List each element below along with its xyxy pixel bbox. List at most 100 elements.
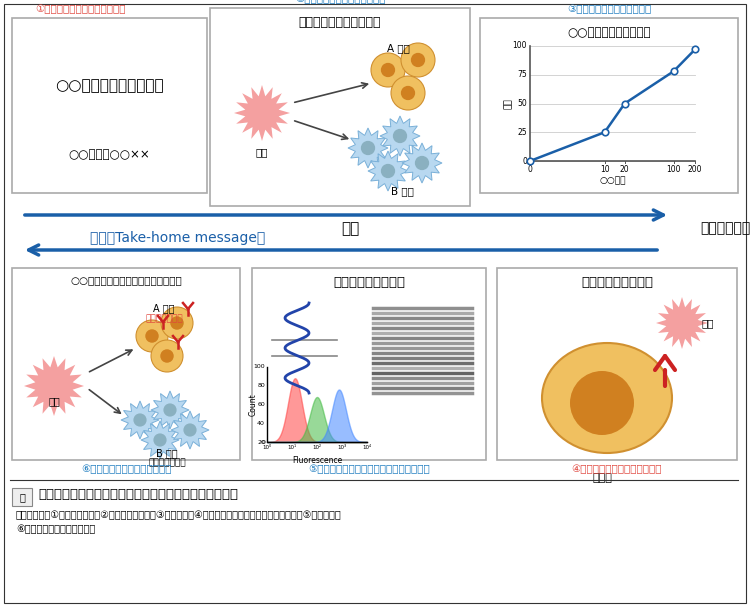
Text: 10: 10 (600, 165, 610, 174)
Text: 0: 0 (261, 439, 265, 444)
Text: ③データスライド（グラフ）: ③データスライド（グラフ） (567, 4, 651, 14)
Text: 100: 100 (254, 364, 265, 370)
Bar (12, 268, 240, 460)
Text: 10²: 10² (313, 445, 322, 450)
Text: 50: 50 (518, 99, 527, 108)
Bar (12, 488, 32, 506)
Text: 0: 0 (527, 165, 532, 174)
Polygon shape (151, 391, 189, 429)
Polygon shape (368, 151, 408, 191)
Point (598, 127, 610, 137)
Polygon shape (380, 116, 420, 156)
Text: 40: 40 (257, 421, 265, 426)
Text: 結合: 結合 (503, 98, 512, 109)
Point (619, 99, 631, 109)
Text: 60: 60 (257, 402, 265, 407)
Circle shape (134, 413, 146, 427)
Circle shape (401, 43, 435, 77)
Circle shape (411, 53, 425, 67)
Text: ○○大学　○○××: ○○大学 ○○×× (69, 148, 150, 161)
Polygon shape (141, 421, 179, 459)
Circle shape (160, 349, 174, 363)
Circle shape (381, 164, 395, 178)
Circle shape (184, 424, 196, 436)
Text: 25: 25 (518, 127, 527, 137)
Text: 要約（Take-home message）: 要約（Take-home message） (90, 231, 266, 245)
Point (524, 156, 536, 166)
Text: B 細胞: B 細胞 (391, 186, 413, 196)
Text: Count: Count (248, 393, 257, 416)
Circle shape (164, 404, 176, 416)
Bar (210, 8, 470, 206)
Text: 0: 0 (522, 157, 527, 166)
Bar (252, 268, 486, 460)
Text: 10¹: 10¹ (287, 445, 296, 450)
Text: 細胞の種類と毒素感受性: 細胞の種類と毒素感受性 (298, 16, 381, 29)
Circle shape (371, 53, 405, 87)
Polygon shape (656, 297, 708, 349)
Text: 受容体を同定した！: 受容体を同定した！ (333, 276, 405, 289)
Text: Ａ細胞: Ａ細胞 (592, 473, 612, 483)
Text: ②データスライド（イラスト）: ②データスライド（イラスト） (295, 0, 386, 4)
Ellipse shape (542, 343, 672, 453)
Text: 図: 図 (19, 492, 25, 502)
Text: 毒素: 毒素 (256, 147, 268, 157)
Text: ○○毒素とＡ細胞の結合: ○○毒素とＡ細胞の結合 (567, 26, 651, 39)
Text: 20: 20 (257, 439, 265, 444)
Circle shape (361, 141, 375, 155)
Bar (370, 303, 475, 403)
Text: ⑥結論，を聴者に伝えている: ⑥結論，を聴者に伝えている (16, 524, 95, 534)
Polygon shape (171, 411, 209, 449)
Text: 20: 20 (620, 165, 629, 174)
Circle shape (415, 156, 429, 170)
Polygon shape (24, 356, 84, 416)
Text: 毒素: 毒素 (48, 396, 60, 406)
Circle shape (146, 329, 159, 343)
Text: 200: 200 (688, 165, 702, 174)
Circle shape (570, 371, 634, 435)
Text: ⑤データスライド（グラフ・イラスト他）: ⑤データスライド（グラフ・イラスト他） (308, 464, 430, 474)
Text: ①つなぎスライド（タイトル）: ①つなぎスライド（タイトル） (35, 4, 125, 14)
Circle shape (393, 129, 407, 143)
Text: B 細胞: B 細胞 (156, 448, 178, 458)
Text: 10⁴: 10⁴ (362, 445, 371, 450)
Circle shape (151, 340, 183, 372)
Circle shape (136, 320, 168, 352)
Text: ○○毒素の受容体の同定: ○○毒素の受容体の同定 (56, 78, 164, 93)
Circle shape (161, 307, 193, 339)
Text: 100: 100 (512, 41, 527, 50)
Circle shape (400, 86, 416, 100)
Text: A 細胞: A 細胞 (153, 303, 175, 313)
Text: ○○毒素の感受性は受容体で決まる！: ○○毒素の感受性は受容体で決まる！ (70, 275, 182, 285)
Text: メインメッセージ: メインメッセージ (700, 221, 750, 235)
Text: 100: 100 (666, 165, 681, 174)
Bar (497, 268, 737, 460)
Text: ⑥データスライド（イラスト）: ⑥データスライド（イラスト） (81, 464, 171, 474)
Text: ④つなぎスライド（アイコン）: ④つなぎスライド（アイコン） (572, 464, 662, 474)
Polygon shape (402, 143, 442, 183)
Text: （受容体なし）: （受容体なし） (148, 458, 186, 467)
Text: 75: 75 (518, 70, 527, 80)
Text: 10⁰: 10⁰ (262, 445, 272, 450)
Circle shape (381, 63, 395, 77)
Circle shape (154, 433, 166, 447)
Circle shape (391, 76, 425, 110)
Point (668, 66, 680, 76)
Polygon shape (234, 85, 290, 141)
Text: 受容体が存在する！: 受容体が存在する！ (581, 276, 653, 289)
Text: 架空講演でのデータスライドとつなぎスライドの使用例: 架空講演でのデータスライドとつなぎスライドの使用例 (38, 488, 238, 501)
Text: （受容体あり）: （受容体あり） (146, 314, 183, 323)
Point (689, 44, 701, 54)
Text: A 細胞: A 細胞 (386, 43, 410, 53)
Text: 毒素: 毒素 (702, 318, 715, 328)
Text: Fluorescence: Fluorescence (292, 456, 342, 465)
Circle shape (170, 316, 184, 330)
Text: ○○毒素: ○○毒素 (599, 176, 625, 185)
Bar (480, 18, 738, 193)
Text: 80: 80 (257, 383, 265, 388)
Bar (12, 18, 207, 193)
Text: 各スライドは①講演タイトル，②研究の背景説明，③実験結果，④問題提起と研究内容を示すアイコン，⑤実験結果，: 各スライドは①講演タイトル，②研究の背景説明，③実験結果，④問題提起と研究内容を… (16, 510, 342, 520)
Text: 10³: 10³ (338, 445, 346, 450)
Polygon shape (121, 401, 159, 439)
Text: 導入: 導入 (340, 221, 359, 236)
